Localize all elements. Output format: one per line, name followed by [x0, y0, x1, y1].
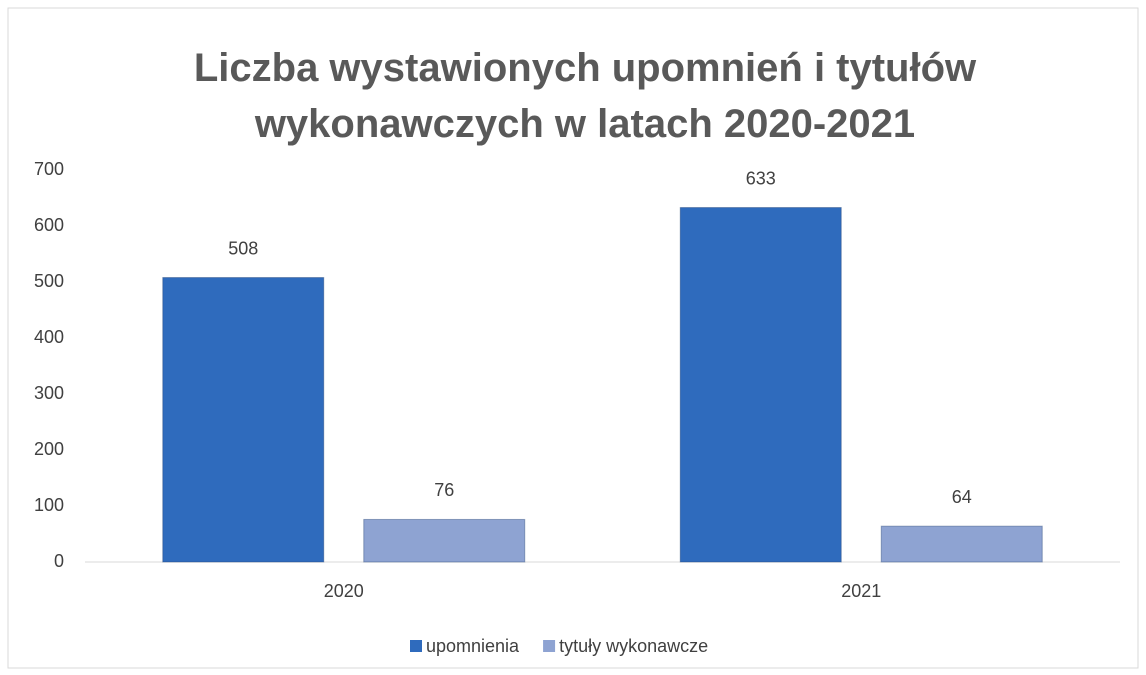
data-label: 508: [228, 238, 258, 258]
y-tick-label: 600: [34, 215, 64, 235]
y-tick-label: 0: [54, 551, 64, 571]
y-tick-label: 100: [34, 495, 64, 515]
legend-label: upomnienia: [426, 636, 520, 656]
y-tick-label: 700: [34, 159, 64, 179]
y-tick-label: 200: [34, 439, 64, 459]
chart-title: Liczba wystawionych upomnień i tytułów w…: [193, 46, 977, 146]
data-label: 76: [434, 480, 454, 500]
bar: [880, 525, 1043, 563]
x-tick-label: 2020: [324, 581, 364, 601]
y-tick-label: 500: [34, 271, 64, 291]
y-tick-label: 400: [34, 327, 64, 347]
bar: [363, 518, 526, 563]
y-tick-label: 300: [34, 383, 64, 403]
legend-label: tytuły wykonawcze: [559, 636, 708, 656]
data-label: 633: [746, 168, 776, 188]
bar: [679, 207, 842, 563]
bar: [162, 277, 325, 563]
legend-swatch: [410, 640, 422, 652]
data-label: 64: [952, 487, 972, 507]
x-tick-label: 2021: [841, 581, 881, 601]
chart-border: [7, 7, 1139, 669]
legend-swatch: [543, 640, 556, 652]
